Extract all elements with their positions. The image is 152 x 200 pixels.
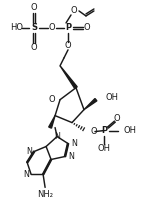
Text: OH: OH (97, 144, 110, 153)
Text: O: O (49, 23, 55, 32)
Text: O: O (91, 127, 98, 136)
Polygon shape (60, 66, 77, 89)
Text: N: N (26, 147, 32, 156)
Text: O: O (65, 41, 71, 50)
Text: N: N (71, 139, 77, 148)
Text: OH: OH (124, 126, 137, 135)
Text: N: N (68, 152, 74, 161)
Text: O: O (71, 6, 77, 15)
Text: S: S (31, 23, 37, 32)
Text: N: N (23, 170, 29, 179)
Polygon shape (49, 116, 55, 128)
Text: HO: HO (10, 23, 23, 32)
Text: P: P (65, 23, 71, 32)
Text: OH: OH (106, 93, 119, 102)
Text: O: O (48, 95, 55, 104)
Text: O: O (84, 23, 90, 32)
Text: N: N (54, 132, 60, 141)
Text: P: P (101, 126, 107, 135)
Polygon shape (84, 99, 97, 110)
Text: O: O (31, 43, 37, 52)
Text: O: O (114, 114, 120, 123)
Text: NH₂: NH₂ (37, 190, 53, 199)
Text: O: O (31, 3, 37, 12)
